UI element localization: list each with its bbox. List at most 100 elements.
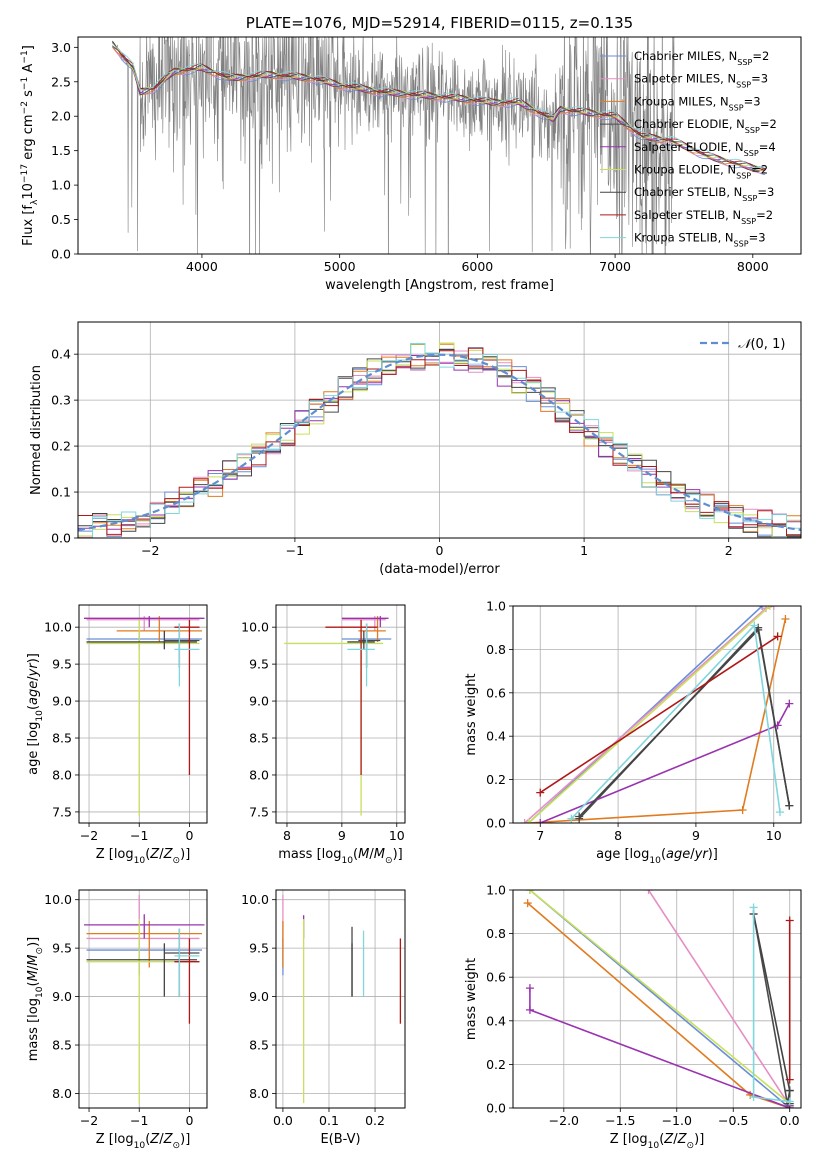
plus-marker bbox=[536, 819, 545, 823]
label-part: =3 bbox=[757, 185, 774, 199]
label-part: Salpeter MILES, N bbox=[634, 72, 736, 86]
plot-area bbox=[284, 616, 392, 816]
panel-weight-vs-Z: −2.0 −1.5 −1.0 −0.5 0.0 0.0 0.2 0.4 0.6 0.8 1.0 Z [… bbox=[464, 883, 802, 1151]
label-part: erg cm bbox=[21, 114, 36, 163]
legend-label: Salpeter ELODIE, NSSP=4 bbox=[634, 140, 776, 158]
legend-label: Kroupa STELIB, NSSP=3 bbox=[634, 231, 766, 249]
label-part: Chabrier STELIB, N bbox=[634, 185, 742, 199]
axes-frame bbox=[78, 889, 208, 1109]
weight-series-6 bbox=[524, 606, 774, 823]
axes-frame bbox=[275, 604, 406, 824]
legend-label: Chabrier STELIB, NSSP=3 bbox=[634, 185, 774, 203]
weight-series-5 bbox=[536, 699, 794, 823]
y-tick-label: 9.5 bbox=[52, 657, 72, 672]
plus-marker bbox=[785, 916, 794, 925]
y-tick-label: 0.0 bbox=[51, 247, 71, 262]
y-tick-label: 0.4 bbox=[486, 1013, 506, 1028]
label-part: mass weight bbox=[464, 673, 479, 755]
chart-title: PLATE=1076, MJD=52914, FIBERID=0115, z=0… bbox=[246, 14, 633, 32]
label-part: ⊙ bbox=[173, 856, 181, 866]
errorbar-4 bbox=[164, 623, 200, 668]
model-spectrum-9 bbox=[112, 42, 766, 169]
label-part: ( bbox=[26, 981, 41, 986]
label-part: mass [log bbox=[26, 998, 41, 1061]
plot-area bbox=[112, 37, 766, 254]
label-part: SSP bbox=[736, 80, 751, 89]
label-part: ( bbox=[145, 1132, 150, 1147]
label-part: =3 bbox=[749, 231, 766, 245]
observed-spectrum bbox=[116, 37, 675, 254]
label-part: =3 bbox=[751, 72, 768, 86]
label-part: ⊙ bbox=[35, 947, 45, 955]
x-tick-label: 0.0 bbox=[780, 1113, 800, 1128]
label-part: M bbox=[358, 847, 369, 862]
label-part: Salpeter STELIB, N bbox=[634, 208, 741, 222]
label-part: 10 bbox=[649, 856, 661, 866]
label-part: =2 bbox=[756, 208, 773, 222]
plus-marker bbox=[785, 1097, 794, 1106]
label-part: SSP bbox=[744, 148, 759, 157]
x-tick-label: 7 bbox=[536, 828, 544, 843]
label-part: SSP bbox=[745, 126, 760, 135]
label-part: ( bbox=[353, 847, 358, 862]
label-part: SSP bbox=[734, 239, 749, 248]
plus-marker bbox=[520, 819, 529, 823]
x-tick-label: 0 bbox=[185, 828, 193, 843]
normal-reference-curve bbox=[78, 353, 801, 531]
label-part: =2 bbox=[752, 49, 769, 63]
label-part: age bbox=[666, 847, 690, 862]
y-axis-label: age [log10(age/yr)] bbox=[26, 653, 45, 775]
errorbar-9 bbox=[347, 623, 375, 687]
errorbar-9 bbox=[174, 623, 200, 687]
errorbar-3 bbox=[358, 616, 386, 642]
weight-line bbox=[528, 606, 771, 823]
label-part: Z bbox=[149, 1132, 160, 1147]
errorbar-7 bbox=[86, 630, 197, 650]
y-tick-label: 8.0 bbox=[249, 1086, 269, 1101]
errorbar-8 bbox=[174, 938, 200, 1024]
label-part: ⊙ bbox=[173, 1141, 181, 1151]
x-tick-label: −2 bbox=[80, 828, 98, 843]
label-part: Z [log bbox=[96, 847, 134, 862]
x-tick-label: −2 bbox=[141, 543, 159, 558]
label-part: −2 bbox=[20, 101, 30, 114]
errorbar-6 bbox=[86, 619, 200, 816]
x-axis-label: age [log10(age/yr)] bbox=[596, 847, 718, 866]
weight-series-3 bbox=[524, 615, 790, 823]
label-part: age [log bbox=[26, 722, 41, 775]
plus-marker bbox=[575, 812, 584, 821]
x-axis-label: E(B-V) bbox=[320, 1132, 360, 1147]
panel-mass-vs-ebv: 0.0 0.1 0.2 8.0 8.5 9.0 9.5 10.0 E(B-V) bbox=[241, 889, 406, 1147]
label-part: M bbox=[26, 955, 41, 966]
y-tick-label: 8.0 bbox=[52, 1086, 72, 1101]
y-tick-label: 8.5 bbox=[249, 731, 269, 746]
y-tick-label: 8.0 bbox=[249, 767, 269, 782]
y-axis-label: Normed distribution bbox=[29, 365, 44, 495]
label-part: ( bbox=[26, 705, 41, 710]
label-part: )] bbox=[26, 937, 41, 947]
y-axis-label: mass weight bbox=[464, 673, 479, 755]
weight-line bbox=[539, 635, 779, 794]
model-spectrum-7 bbox=[112, 40, 766, 171]
weight-line bbox=[529, 890, 791, 1105]
y-tick-label: 0.5 bbox=[51, 212, 71, 227]
plot-area bbox=[523, 890, 794, 1108]
label-part: ( bbox=[659, 1132, 664, 1147]
plus-marker bbox=[765, 606, 774, 610]
y-tick-label: 2.5 bbox=[51, 74, 71, 89]
label-part: s bbox=[21, 90, 36, 101]
label-part: ⊙ bbox=[385, 856, 393, 866]
label-part: )] bbox=[708, 847, 718, 862]
label-part: )] bbox=[393, 847, 403, 862]
axes-frame bbox=[275, 889, 406, 1109]
panel-residuals: −2 −1 0 1 2 0.0 0.1 0.2 0.3 0.4 (data-model)/error… bbox=[29, 321, 802, 577]
label-part: )] bbox=[694, 1132, 704, 1147]
legend-label: Chabrier ELODIE, NSSP=2 bbox=[634, 117, 777, 135]
label-part: Chabrier MILES, N bbox=[634, 49, 737, 63]
plot-area bbox=[78, 342, 801, 538]
x-axis-label: Z [log10(Z/Z⊙)] bbox=[610, 1132, 705, 1151]
label-part: (data-model)/error bbox=[379, 562, 500, 577]
model-spectrum-2 bbox=[112, 46, 766, 174]
